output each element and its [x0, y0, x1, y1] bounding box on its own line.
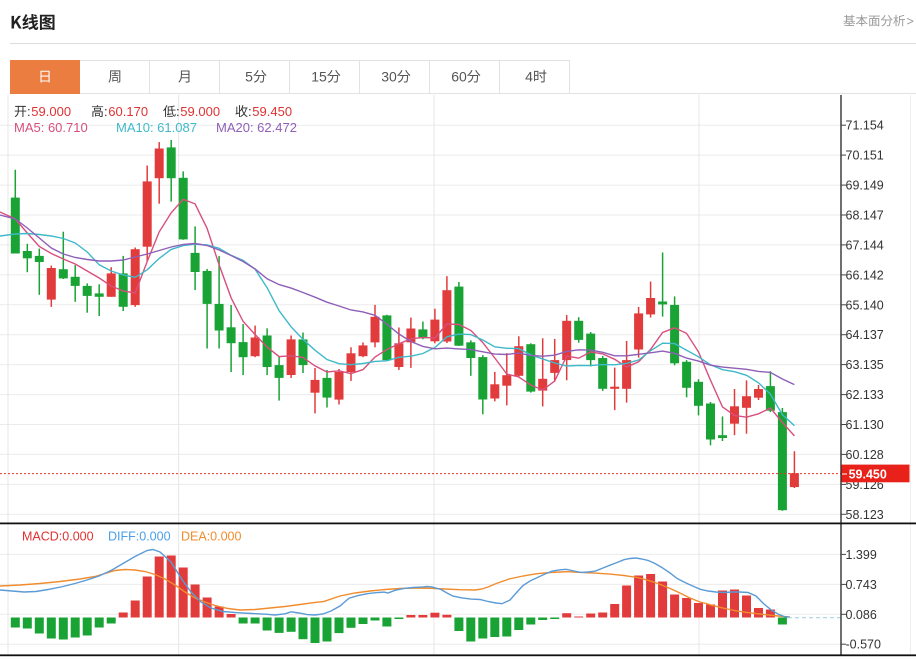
svg-text:30: 30 [381, 69, 397, 85]
svg-text:0.743: 0.743 [846, 578, 877, 592]
svg-text:MACD:0.000: MACD:0.000 [22, 530, 94, 544]
svg-text::: : [104, 104, 108, 119]
svg-text:66.142: 66.142 [846, 268, 884, 282]
svg-text:MA20: 62.472: MA20: 62.472 [216, 120, 297, 135]
svg-text:MA5: 60.710: MA5: 60.710 [14, 120, 88, 135]
svg-text:67.144: 67.144 [846, 238, 884, 252]
svg-text:58.123: 58.123 [846, 508, 884, 522]
svg-text:71.154: 71.154 [846, 119, 884, 133]
svg-text:60: 60 [451, 69, 467, 85]
svg-text:59.000: 59.000 [180, 104, 220, 119]
svg-text:60.170: 60.170 [108, 104, 148, 119]
svg-text:69.149: 69.149 [846, 179, 884, 193]
svg-text:-0.570: -0.570 [846, 638, 881, 652]
svg-text:68.147: 68.147 [846, 209, 884, 223]
svg-text:15: 15 [311, 69, 327, 85]
svg-text:DIFF:0.000: DIFF:0.000 [108, 530, 171, 544]
svg-text:59.000: 59.000 [31, 104, 71, 119]
svg-text:>: > [907, 14, 914, 28]
svg-text:64.137: 64.137 [846, 328, 884, 342]
svg-text:1.399: 1.399 [846, 548, 877, 562]
svg-text::: : [248, 104, 252, 119]
svg-text::: : [176, 104, 180, 119]
svg-text:0.086: 0.086 [846, 608, 877, 622]
svg-text:60.128: 60.128 [846, 448, 884, 462]
svg-text:70.151: 70.151 [846, 149, 884, 163]
svg-text:DEA:0.000: DEA:0.000 [181, 530, 242, 544]
svg-text:63.135: 63.135 [846, 358, 884, 372]
svg-text:59.450: 59.450 [252, 104, 292, 119]
svg-text:62.133: 62.133 [846, 388, 884, 402]
svg-text:65.140: 65.140 [846, 298, 884, 312]
svg-text:4: 4 [525, 69, 533, 85]
svg-text:5: 5 [245, 69, 253, 85]
svg-text::: : [27, 104, 31, 119]
svg-text:61.130: 61.130 [846, 418, 884, 432]
svg-text:MA10: 61.087: MA10: 61.087 [116, 120, 197, 135]
svg-text:59.450: 59.450 [849, 468, 887, 482]
